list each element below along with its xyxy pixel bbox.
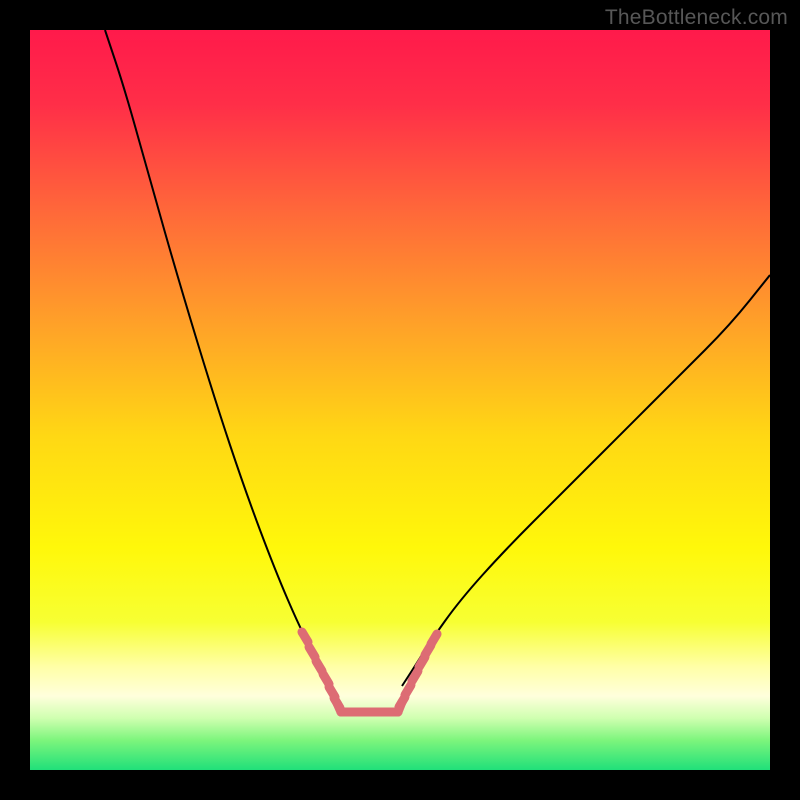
watermark-text: TheBottleneck.com — [605, 6, 788, 30]
right-curve — [402, 275, 770, 686]
left-curve — [105, 30, 332, 686]
v-curve — [30, 30, 770, 770]
plot-area — [30, 30, 770, 770]
bottom-highlight-marks — [302, 632, 437, 717]
chart-container: TheBottleneck.com — [0, 0, 800, 800]
